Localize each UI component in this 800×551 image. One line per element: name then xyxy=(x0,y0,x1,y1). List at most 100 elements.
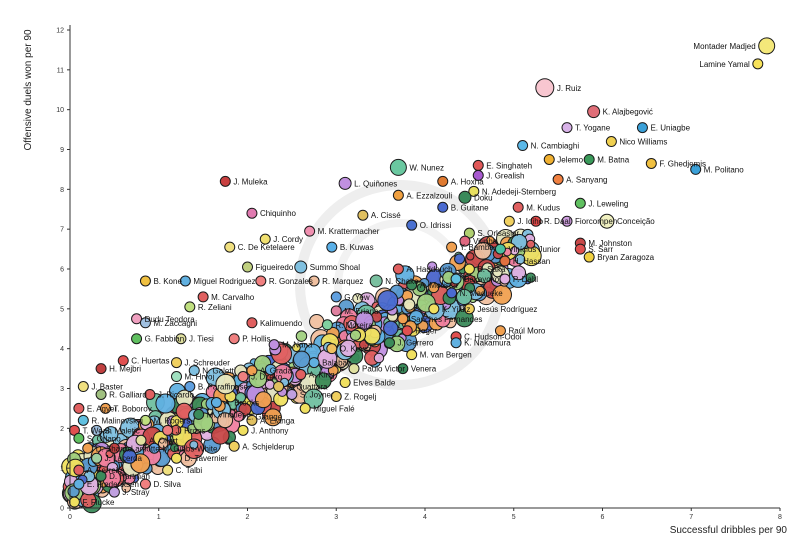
player-label: N. Madueke xyxy=(460,289,504,298)
y-tick-label: 3 xyxy=(60,386,64,393)
player-bubble xyxy=(525,272,536,283)
player-bubble xyxy=(235,392,247,403)
labeled-player-point xyxy=(131,333,143,345)
y-tick-label: 4 xyxy=(60,346,64,353)
player-bubble xyxy=(454,253,466,265)
player-label: Jelemo xyxy=(557,155,583,164)
player-label: R. Daal xyxy=(544,217,571,226)
player-label: B. Kuwas xyxy=(340,243,374,252)
labeled-player-point xyxy=(144,388,156,400)
labeled-player-point xyxy=(446,241,458,253)
labeled-player-point xyxy=(171,452,182,464)
player-label: S. Orlano xyxy=(87,434,121,443)
player-label: E. Singhateh xyxy=(486,161,532,170)
player-bubble xyxy=(170,443,179,453)
labeled-player-point xyxy=(690,163,702,175)
labeled-player-point xyxy=(437,175,449,187)
player-label: J. Leweling xyxy=(588,199,628,208)
labeled-player-point xyxy=(530,215,542,227)
player-label: A. Sanyang xyxy=(566,175,607,184)
labeled-player-point xyxy=(73,402,85,414)
player-bubble xyxy=(157,438,169,449)
point-labels: Montader Madjed Lamine Yamal J. Ruiz K. Ala… xyxy=(82,42,755,507)
player-label: M. Kudus xyxy=(526,203,560,212)
labeled-player-point xyxy=(246,414,258,426)
player-label: J. Dzeko xyxy=(251,373,283,382)
labeled-player-point xyxy=(605,136,617,148)
player-label: M. Carvalho xyxy=(211,293,255,302)
player-label: Sanches Fernandes xyxy=(411,315,483,324)
player-label: A. Grada xyxy=(260,367,293,376)
player-label: A. King xyxy=(309,371,335,380)
x-tick-label: 6 xyxy=(601,514,605,521)
player-label: R. Malinovskyi xyxy=(91,416,143,425)
labeled-player-point xyxy=(175,333,187,345)
player-bubble xyxy=(211,426,230,445)
labeled-player-point xyxy=(458,190,472,204)
player-label: K. Yildiz xyxy=(442,305,470,314)
player-label: R. Gonzales xyxy=(269,277,313,286)
x-tick-label: 7 xyxy=(689,514,693,521)
labeled-player-point xyxy=(210,396,222,408)
player-label: M. Gibbs-White xyxy=(162,444,218,453)
player-label: J. Lamotte xyxy=(122,444,160,453)
player-label: A. Ollert xyxy=(149,436,179,445)
player-bubble xyxy=(264,363,277,376)
labeled-player-point xyxy=(171,371,182,383)
labeled-player-point xyxy=(91,424,103,436)
player-bubble xyxy=(416,283,426,293)
player-label: C. Hudson-Odoi xyxy=(464,333,522,342)
labeled-player-point xyxy=(139,414,151,426)
player-label: J. Cordy xyxy=(273,235,303,244)
x-tick-label: 1 xyxy=(157,514,161,521)
y-tick-label: 11 xyxy=(57,67,64,74)
labeled-player-point xyxy=(512,201,524,213)
labeled-player-point xyxy=(535,78,555,98)
player-bubble xyxy=(475,285,485,296)
labeled-player-point xyxy=(330,305,342,317)
labeled-player-point xyxy=(286,388,298,400)
player-bubble xyxy=(314,372,332,390)
player-label: J. Idiho xyxy=(517,217,543,226)
labeled-player-point xyxy=(171,357,182,369)
labeled-player-point xyxy=(95,470,107,482)
player-label: A. Elanga xyxy=(260,416,295,425)
player-label: A. Haddouch xyxy=(406,265,452,274)
player-label: M. Nana xyxy=(282,341,313,350)
player-label: P. Dahl xyxy=(513,275,538,284)
player-bubble xyxy=(189,440,199,450)
y-tick-label: 6 xyxy=(60,267,64,274)
player-label: M. Batna xyxy=(597,155,630,164)
labeled-player-point xyxy=(294,260,308,274)
labeled-player-point xyxy=(268,339,280,351)
labeled-player-point xyxy=(246,365,258,377)
labeled-player-point xyxy=(330,390,342,402)
labeled-player-point xyxy=(583,153,595,165)
labeled-player-point xyxy=(188,365,200,377)
player-label: P. Hollis xyxy=(242,335,270,344)
labeled-player-point xyxy=(82,442,94,454)
player-label: H. Mejbri xyxy=(109,365,141,374)
player-label: M. Politano xyxy=(704,165,745,174)
labeled-player-point xyxy=(446,287,458,299)
labeled-player-point xyxy=(91,452,103,464)
labeled-player-point xyxy=(392,189,404,201)
player-label: M. Zaccagni xyxy=(153,319,197,328)
player-label: C. Huertas xyxy=(131,357,169,366)
player-bubble xyxy=(383,320,399,336)
player-bubble xyxy=(217,412,234,429)
player-label: D. Hartman xyxy=(109,472,150,481)
player-label: C. Talbi xyxy=(176,466,203,475)
labeled-player-point xyxy=(193,408,205,420)
player-label: A. Moussa xyxy=(420,281,458,290)
player-bubble xyxy=(377,290,399,312)
player-label: J. Baster xyxy=(91,383,123,392)
x-tick-label: 3 xyxy=(334,514,338,521)
player-label: E. Uniagbe xyxy=(650,124,690,133)
player-bubble xyxy=(373,352,385,364)
player-label: Vinícius Junior xyxy=(508,245,560,254)
player-bubble xyxy=(122,449,137,464)
player-label: M. Rogers xyxy=(153,416,190,425)
player-label: A. Ezzalzouli xyxy=(406,191,452,200)
